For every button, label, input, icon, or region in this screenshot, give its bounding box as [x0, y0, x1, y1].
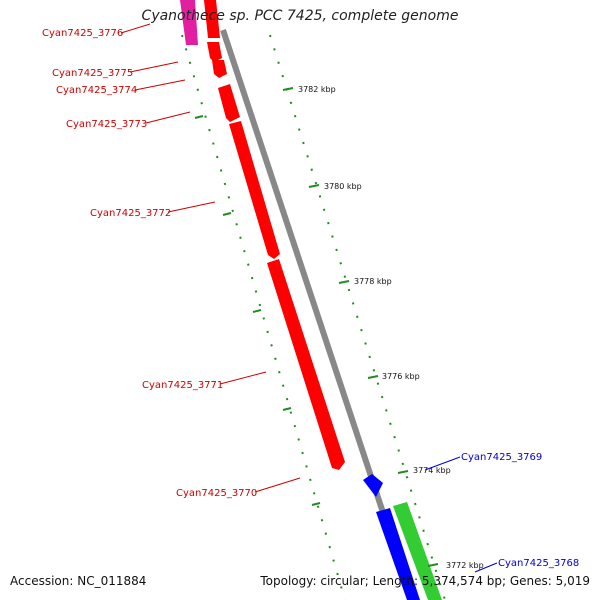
inner-ticks: [194, 115, 321, 506]
tick-3774: 3774 kbp: [397, 466, 451, 475]
tick-3782: 3782 kbp: [282, 85, 336, 94]
tick-label-3780: 3780 kbp: [324, 182, 362, 191]
inner-dotted-track: [181, 34, 346, 600]
gene-cyan7425-3771[interactable]: [267, 259, 345, 470]
tick-3772: 3772 kbp: [427, 561, 484, 570]
gene-label-3773[interactable]: Cyan7425_3773: [66, 119, 147, 130]
label-leaders: [120, 23, 498, 573]
gene-label-3771[interactable]: Cyan7425_3771: [142, 380, 223, 391]
gene-label-3770[interactable]: Cyan7425_3770: [176, 488, 257, 499]
gene-cyan7425-3774[interactable]: [212, 60, 227, 78]
gene-label-3776[interactable]: Cyan7425_3776: [42, 28, 123, 39]
tick-3778: 3778 kbp: [338, 277, 392, 286]
genome-title: Cyanothece sp. PCC 7425, complete genome: [141, 8, 459, 24]
tick-label-3782: 3782 kbp: [298, 85, 336, 94]
gene-cyan7425-3768[interactable]: [393, 502, 442, 600]
gene-cyan7425-3773[interactable]: [218, 84, 240, 122]
tick-label-3778: 3778 kbp: [354, 277, 392, 286]
gene-label-3774[interactable]: Cyan7425_3774: [56, 85, 137, 96]
gene-cyan7425-3775[interactable]: [207, 42, 222, 62]
gene-cyan7425-3770-fwd[interactable]: [363, 474, 383, 497]
topology-summary: Topology: circular; Length: 5,374,574 bp…: [260, 574, 590, 588]
tick-3776: 3776 kbp: [367, 372, 420, 381]
gene-cyan7425-3772[interactable]: [229, 121, 280, 259]
gene-label-3768[interactable]: Cyan7425_3768: [498, 558, 579, 569]
gene-cyan7425-3776-body[interactable]: [204, 0, 220, 38]
gene-label-3775[interactable]: Cyan7425_3775: [52, 68, 133, 79]
gene-cyan7425-3776[interactable]: [180, 0, 198, 45]
gene-cyan7425-3769[interactable]: [376, 508, 420, 600]
tick-label-3772: 3772 kbp: [446, 561, 484, 570]
tick-label-3776: 3776 kbp: [382, 372, 420, 381]
genome-backbone: [220, 29, 415, 600]
accession-text: Accession: NC_011884: [10, 574, 147, 588]
gene-label-3769[interactable]: Cyan7425_3769: [461, 452, 542, 463]
gene-label-3772[interactable]: Cyan7425_3772: [90, 208, 171, 219]
tick-label-3774: 3774 kbp: [413, 466, 451, 475]
tick-3780: 3780 kbp: [308, 182, 362, 191]
outer-dotted-track: [269, 34, 446, 600]
